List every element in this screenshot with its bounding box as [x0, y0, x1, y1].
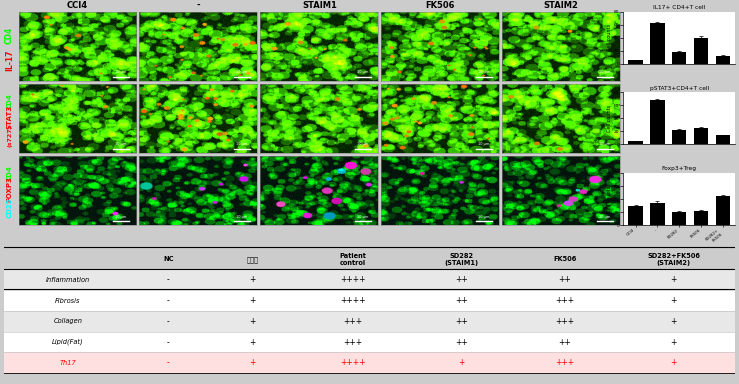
Text: ++: ++: [559, 275, 571, 285]
Text: SD282+FK506
(STAIM2): SD282+FK506 (STAIM2): [647, 253, 701, 266]
Text: ++: ++: [455, 317, 468, 326]
Y-axis label: Cell counts: Cell counts: [607, 105, 612, 132]
Title: IL17+ CD4+T cell: IL17+ CD4+T cell: [653, 5, 706, 10]
Text: -: -: [167, 296, 170, 305]
Text: +: +: [249, 338, 256, 347]
Text: +++: +++: [556, 358, 574, 367]
Text: STAIM1: STAIM1: [302, 1, 337, 10]
Text: +++: +++: [556, 296, 574, 305]
Text: 10 µm: 10 µm: [115, 142, 127, 146]
Bar: [628, 206, 643, 225]
Bar: [716, 196, 730, 225]
Text: -: -: [167, 275, 170, 285]
Text: -: -: [197, 1, 200, 10]
Bar: [672, 52, 687, 64]
Bar: [694, 211, 708, 225]
Text: ++++: ++++: [340, 296, 366, 305]
Text: 10 µm: 10 µm: [599, 215, 610, 218]
Text: -: -: [167, 338, 170, 347]
Text: +: +: [671, 358, 677, 367]
Text: +++: +++: [343, 317, 362, 326]
Text: ++: ++: [559, 338, 571, 347]
Bar: [694, 128, 708, 144]
Bar: [716, 136, 730, 144]
Bar: [4, 311, 735, 332]
Bar: [672, 130, 687, 144]
Bar: [672, 212, 687, 225]
Bar: [650, 23, 664, 64]
Bar: [4, 353, 735, 373]
Text: CD25: CD25: [7, 198, 13, 218]
Text: ++++: ++++: [340, 275, 366, 285]
Text: Fibrosis: Fibrosis: [55, 298, 81, 304]
Text: +: +: [671, 296, 677, 305]
Text: +: +: [671, 275, 677, 285]
Text: 10 µm: 10 µm: [599, 142, 610, 146]
Text: CD4: CD4: [7, 93, 13, 109]
Bar: [650, 202, 664, 225]
Bar: [628, 60, 643, 64]
Text: FK506: FK506: [554, 256, 576, 262]
Text: ++: ++: [455, 338, 468, 347]
Text: Patient
control: Patient control: [339, 253, 367, 266]
Text: STAT3: STAT3: [7, 105, 13, 129]
Text: +: +: [249, 317, 256, 326]
Text: Inflammation: Inflammation: [46, 277, 90, 283]
Text: NC: NC: [163, 256, 174, 262]
Y-axis label: Cell counts: Cell counts: [607, 186, 612, 213]
Text: STAIM2: STAIM2: [544, 1, 579, 10]
Text: +: +: [671, 317, 677, 326]
Text: CD4: CD4: [7, 166, 13, 181]
Title: Foxp3+Treg: Foxp3+Treg: [662, 166, 697, 171]
Text: CCl4: CCl4: [67, 1, 88, 10]
Text: +: +: [249, 275, 256, 285]
Text: +: +: [249, 296, 256, 305]
Text: 10 µm: 10 µm: [599, 70, 610, 74]
Text: 10 µm: 10 µm: [478, 215, 490, 218]
Text: 10 µm: 10 µm: [478, 142, 490, 146]
Text: 10 µm: 10 µm: [115, 70, 127, 74]
Text: ++++: ++++: [340, 358, 366, 367]
Text: 10 µm: 10 µm: [358, 142, 369, 146]
Text: IL-17: IL-17: [5, 50, 14, 71]
Text: Collagen: Collagen: [53, 318, 83, 324]
Bar: [716, 56, 730, 64]
Bar: [694, 38, 708, 64]
Text: +++: +++: [343, 338, 362, 347]
Text: -: -: [167, 317, 170, 326]
Text: 10 µm: 10 µm: [358, 70, 369, 74]
Text: ++: ++: [455, 275, 468, 285]
Bar: [4, 290, 735, 311]
Text: 10 µm: 10 µm: [236, 215, 248, 218]
Text: Th17: Th17: [60, 360, 76, 366]
Text: +: +: [671, 338, 677, 347]
Text: 10 µm: 10 µm: [478, 70, 490, 74]
Bar: [628, 141, 643, 144]
Bar: [650, 100, 664, 144]
Text: 10 µm: 10 µm: [236, 70, 248, 74]
Bar: [4, 332, 735, 353]
Text: 정상인: 정상인: [246, 256, 258, 263]
Text: +: +: [249, 358, 256, 367]
Text: +: +: [458, 358, 465, 367]
Text: 10 µm: 10 µm: [236, 142, 248, 146]
Text: SD282
(STAIM1): SD282 (STAIM1): [445, 253, 479, 266]
Y-axis label: Cell counts: Cell counts: [607, 24, 612, 51]
Text: Lipid(Fat): Lipid(Fat): [52, 339, 84, 346]
Text: +++: +++: [556, 317, 574, 326]
Text: CD4: CD4: [5, 27, 14, 45]
Text: 10 µm: 10 µm: [115, 215, 127, 218]
Text: (s727): (s727): [7, 124, 12, 147]
Text: 10 µm: 10 µm: [358, 215, 369, 218]
Bar: [4, 270, 735, 290]
Text: FK506: FK506: [426, 1, 455, 10]
Title: pSTAT3+CD4+T cell: pSTAT3+CD4+T cell: [650, 86, 709, 91]
Text: FOXP3: FOXP3: [7, 176, 13, 202]
Text: -: -: [167, 358, 170, 367]
Text: ++: ++: [455, 296, 468, 305]
